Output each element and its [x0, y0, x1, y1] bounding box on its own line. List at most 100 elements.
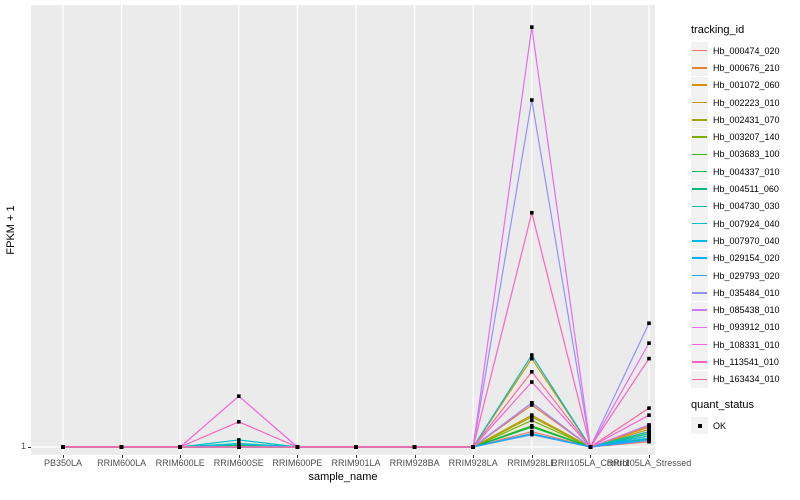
legend-line-key	[691, 353, 708, 371]
legend-swatch-line	[692, 67, 707, 69]
legend-swatch-line	[692, 188, 707, 190]
data-point	[530, 356, 534, 361]
legend-item-label: Hb_000676_210	[713, 62, 780, 73]
x-tick-label-RRIM901LA: RRIM901LA	[331, 458, 381, 468]
data-point	[237, 442, 241, 446]
legend-line-key	[691, 197, 708, 215]
data-point	[647, 431, 651, 436]
legend-item-Hb_035484_010: Hb_035484_010	[691, 284, 799, 302]
data-point	[647, 356, 651, 361]
y-axis-title: FPKM + 1	[5, 205, 17, 255]
tracking-id-legend-items: Hb_000474_020 Hb_000676_210 Hb_001072_060 H…	[691, 42, 799, 388]
legend-item-label: Hb_002431_070	[713, 114, 780, 125]
data-point	[530, 418, 534, 423]
data-point	[530, 25, 534, 29]
x-tick-label-RRIM928BA: RRIM928BA	[389, 458, 440, 468]
legend-line-key	[691, 76, 708, 94]
data-point	[471, 445, 475, 449]
data-point	[647, 321, 651, 326]
data-point	[647, 413, 651, 417]
legend-item-label: Hb_003683_100	[713, 149, 780, 160]
data-point	[237, 445, 241, 449]
data-point	[61, 445, 65, 449]
x-tick-label-PB350LA: PB350LA	[43, 458, 83, 468]
legend-swatch-line	[692, 240, 707, 242]
legend-item-label: Hb_029793_020	[713, 270, 780, 281]
data-point	[588, 445, 593, 449]
legend-line-key	[691, 94, 708, 112]
x-tick-mark	[238, 455, 240, 458]
x-tick-label-RRII105LA_Stressed: RRII105LA_Stressed	[606, 458, 692, 468]
ok-point-key	[691, 417, 708, 435]
legend-item-label: Hb_029154_020	[713, 253, 780, 264]
legend-item-Hb_001072_060: Hb_001072_060	[691, 76, 799, 94]
x-tick-mark	[121, 455, 123, 458]
data-point	[647, 436, 651, 440]
quant-status-legend: quant_status OK	[691, 398, 799, 435]
legend-line-key	[691, 128, 708, 146]
legend-swatch-line	[692, 378, 707, 381]
x-tick-mark	[297, 455, 299, 458]
x-tick-mark	[590, 455, 592, 458]
data-point	[647, 438, 651, 443]
legend-line-key	[691, 249, 708, 267]
x-tick-label-RRIM928LA: RRIM928LA	[448, 458, 498, 468]
x-tick-mark	[414, 455, 416, 458]
legend-swatch-line	[692, 274, 707, 277]
legend-item-label: Hb_004337_010	[713, 166, 780, 177]
legend-item-label: OK	[713, 420, 727, 431]
legend-line-key	[691, 180, 708, 198]
legend-line-key	[691, 301, 708, 319]
legend-item-Hb_085438_010: Hb_085438_010	[691, 301, 799, 319]
x-tick-mark	[63, 455, 64, 458]
data-point	[530, 353, 534, 357]
legend-item-Hb_000676_210: Hb_000676_210	[691, 59, 799, 77]
legend-swatch-line	[692, 170, 707, 173]
data-point	[647, 341, 651, 345]
x-tick-label-RRIM600LE: RRIM600LE	[155, 458, 205, 468]
legend-swatch-line	[692, 292, 707, 294]
legend-line-key	[691, 163, 708, 181]
y-tick-mark	[28, 446, 31, 448]
data-point	[530, 415, 534, 419]
data-point	[530, 425, 534, 429]
legend-swatch-line	[692, 136, 707, 138]
legend-item-Hb_002431_070: Hb_002431_070	[691, 111, 799, 129]
data-point	[530, 98, 534, 102]
legend-swatch-line	[692, 84, 707, 86]
data-point	[119, 445, 124, 449]
legend-line-key	[691, 145, 708, 163]
legend-item-label: Hb_085438_010	[713, 305, 780, 316]
x-tick-label-RRIM600PE: RRIM600PE	[272, 458, 323, 468]
legend-item-Hb_029793_020: Hb_029793_020	[691, 267, 799, 284]
x-tick-mark	[473, 455, 475, 458]
legend-line-key	[691, 336, 708, 354]
data-point	[530, 401, 534, 405]
legend-swatch-line	[692, 119, 707, 121]
data-point	[237, 438, 241, 442]
x-tick-mark	[356, 455, 357, 458]
legend-swatch-line	[692, 153, 707, 156]
legend-line-key	[691, 232, 708, 250]
legend-line-key	[691, 59, 708, 77]
x-tick-mark	[649, 455, 650, 458]
legend-item-Hb_163434_010: Hb_163434_010	[691, 370, 799, 388]
x-tick-label-RRIM600LA: RRIM600LA	[97, 458, 147, 468]
legend-item-Hb_007970_040: Hb_007970_040	[691, 232, 799, 250]
legend-line-key	[691, 267, 708, 284]
data-point	[530, 403, 534, 407]
data-point	[647, 434, 651, 438]
legend-line-key	[691, 42, 708, 60]
legend-item-Hb_003683_100: Hb_003683_100	[691, 145, 799, 163]
x-tick-label-RRIM928LE: RRIM928LE	[507, 458, 557, 468]
legend-item-Hb_108331_010: Hb_108331_010	[691, 336, 799, 354]
data-point	[647, 429, 651, 434]
quant-status-legend-title: quant_status	[691, 398, 754, 411]
data-point	[530, 370, 534, 374]
legend-line-key	[691, 111, 708, 129]
legend-item-label: Hb_007970_040	[713, 235, 780, 246]
data-point	[530, 210, 534, 215]
legend-line-key	[691, 370, 708, 388]
legend-swatch-line	[692, 361, 707, 363]
legend-item-Hb_093912_010: Hb_093912_010	[691, 318, 799, 336]
